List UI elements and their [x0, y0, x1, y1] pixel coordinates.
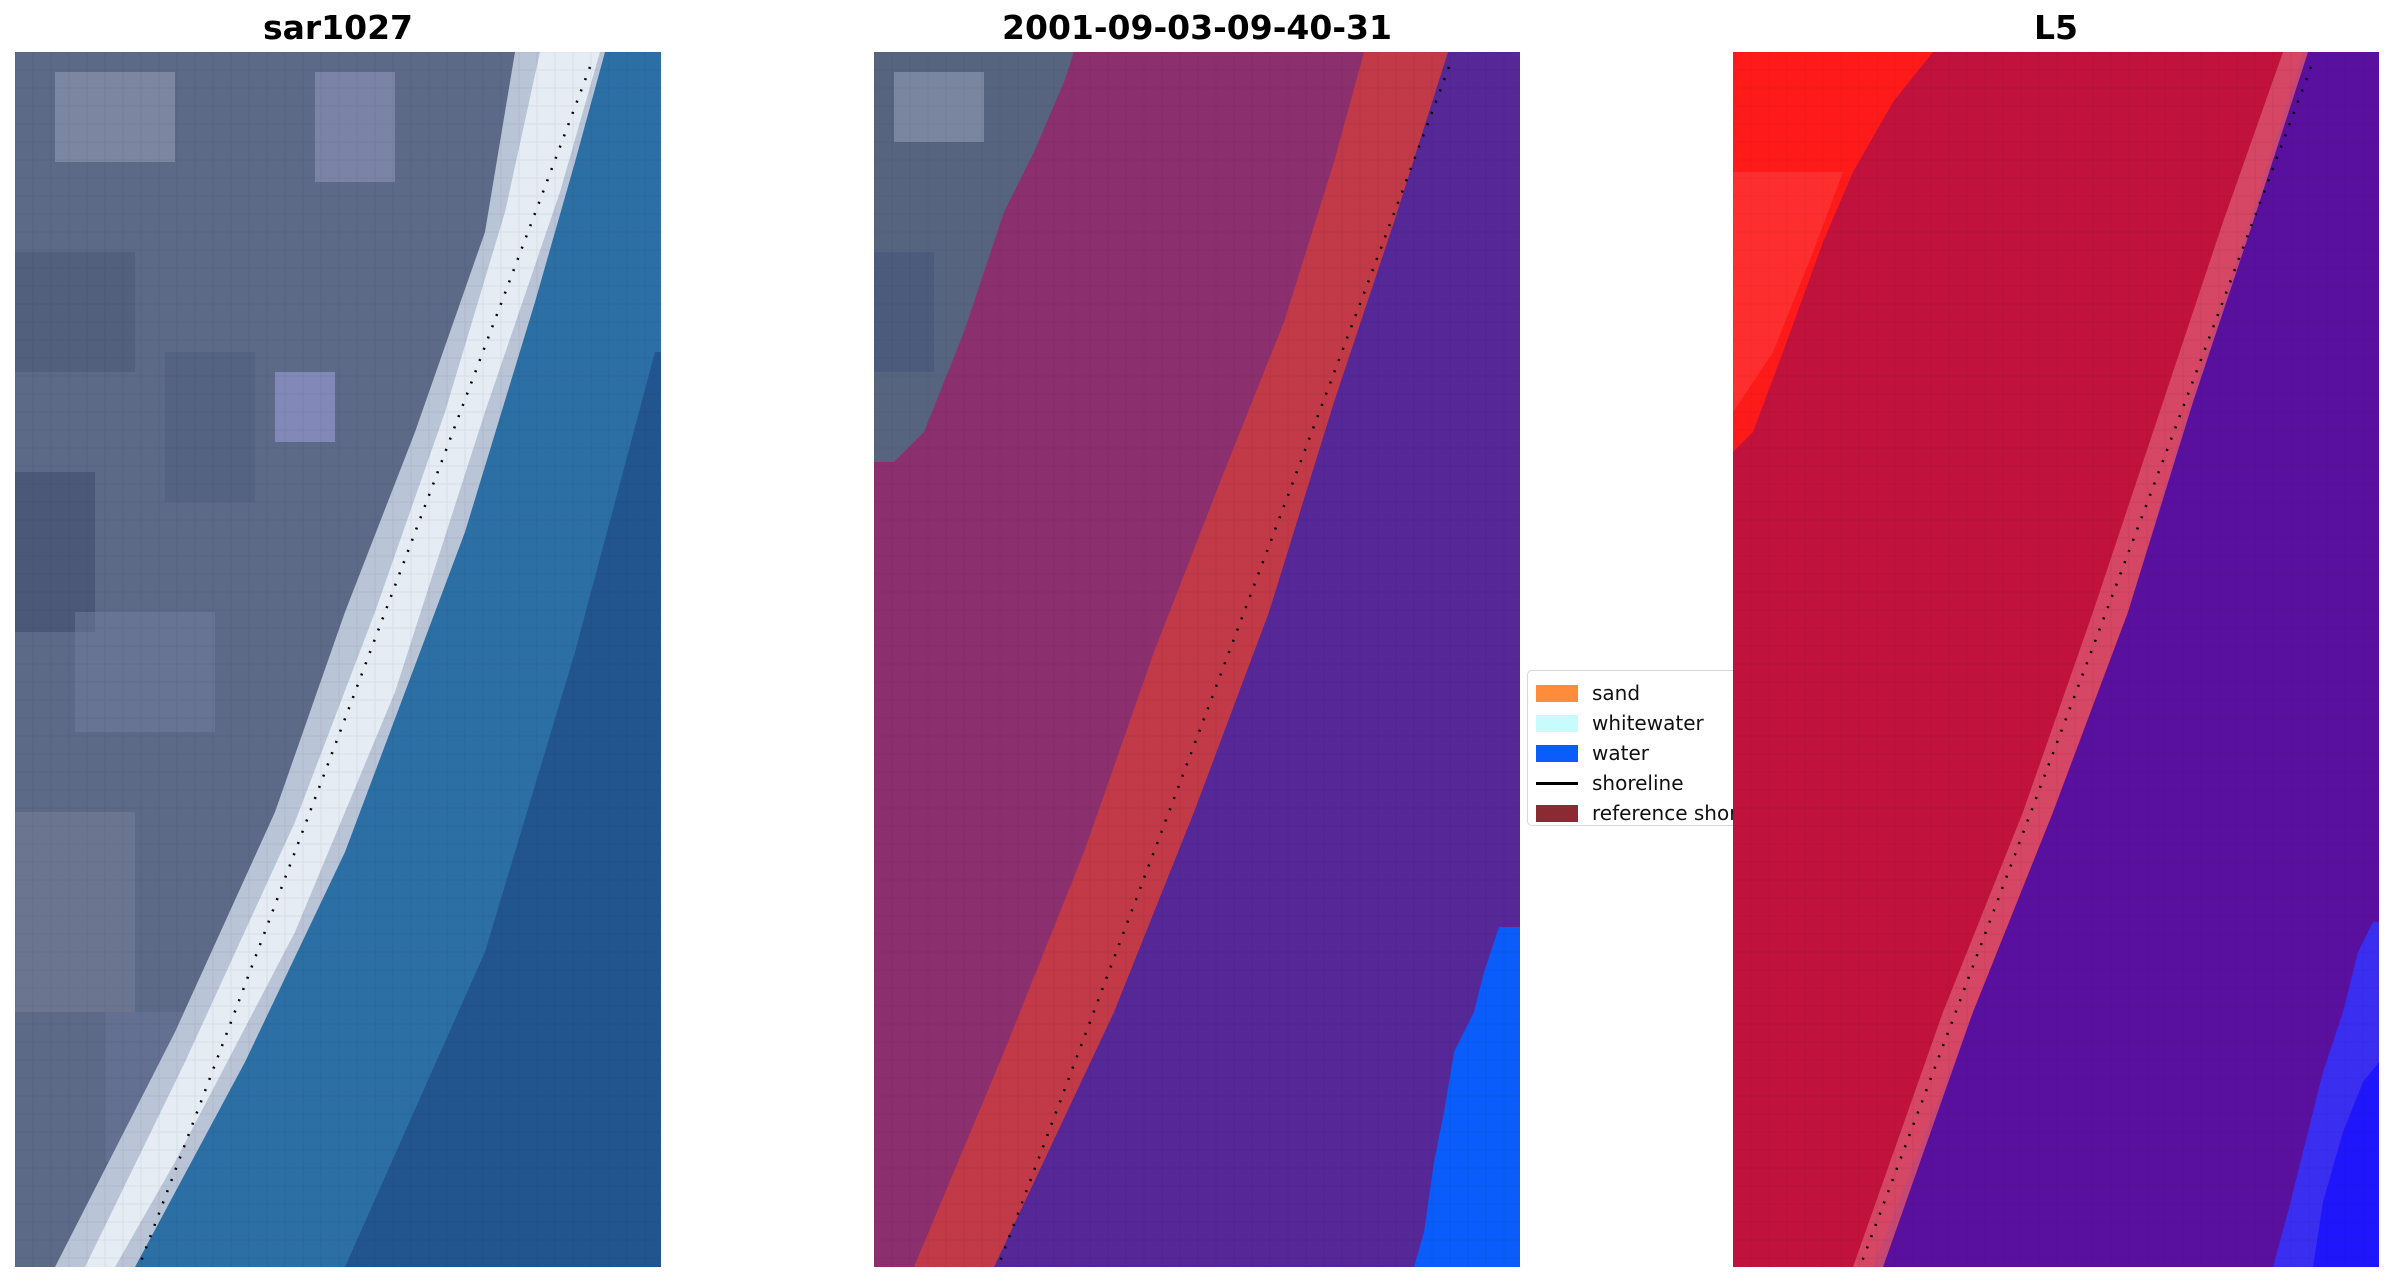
legend-label-sand: sand — [1592, 681, 1641, 705]
panel-title-classification: 2001-09-03-09-40-31 — [1002, 8, 1392, 47]
legend-swatch-water — [1536, 744, 1578, 762]
legend-label-whitewater: whitewater — [1592, 711, 1704, 735]
legend-swatch-sand — [1536, 684, 1578, 702]
legend-item-whitewater: whitewater — [1536, 711, 1704, 735]
rgb-image-panel — [15, 52, 661, 1267]
legend-label-water: water — [1592, 741, 1649, 765]
legend-item-water: water — [1536, 741, 1649, 765]
legend-label-reference-shoreline: reference shoreline — [1592, 801, 1733, 825]
legend-label-shoreline: shoreline — [1592, 771, 1684, 795]
legend-item-shoreline: shoreline — [1536, 771, 1684, 795]
panel-title-rgb: sar1027 — [262, 8, 414, 47]
classification-panel — [874, 52, 1520, 1267]
panel-title-index: L5 — [2034, 8, 2078, 47]
legend-item-sand: sand — [1536, 681, 1640, 705]
index-panel — [1733, 52, 2379, 1267]
legend-item-reference-shoreline: reference shoreline — [1536, 801, 1733, 825]
legend: sand whitewater water shoreline referenc… — [1527, 670, 1733, 826]
legend-swatch-whitewater — [1536, 714, 1578, 732]
legend-swatch-reference-shoreline — [1536, 804, 1578, 822]
legend-line-shoreline — [1536, 781, 1578, 785]
